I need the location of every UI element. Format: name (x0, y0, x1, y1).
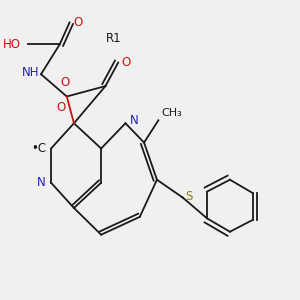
Text: N: N (130, 114, 139, 127)
Text: O: O (61, 76, 70, 89)
Text: O: O (56, 101, 65, 114)
Text: O: O (121, 56, 130, 69)
Text: S: S (185, 190, 192, 202)
Text: NH: NH (22, 66, 40, 79)
Text: O: O (73, 16, 82, 29)
Text: HO: HO (3, 38, 21, 51)
Text: CH₃: CH₃ (161, 108, 182, 118)
Text: R1: R1 (106, 32, 122, 45)
Text: •C: •C (31, 142, 46, 155)
Text: N: N (37, 176, 46, 189)
